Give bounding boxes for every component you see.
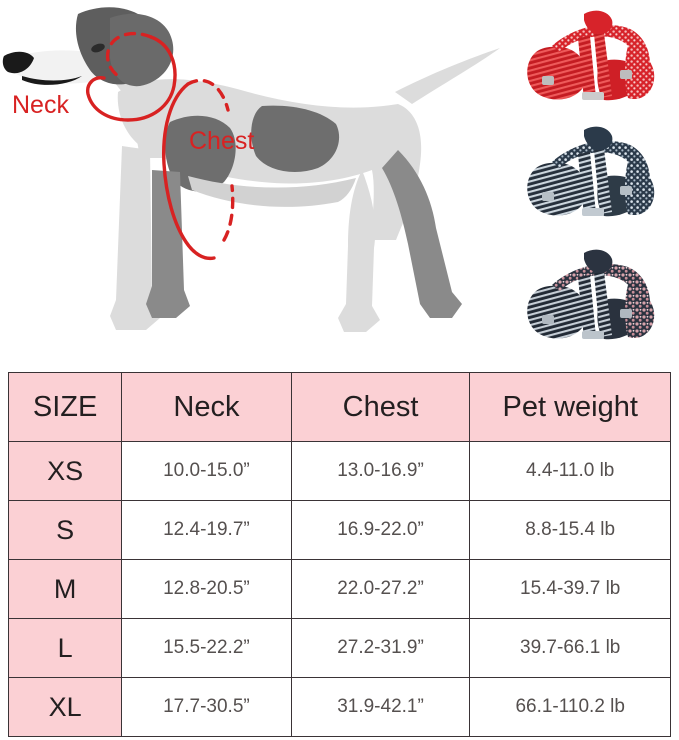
cell-size: XS [7,441,123,501]
product-image-harness-red [516,6,666,118]
cell-weight: 8.8-15.4 lb [469,500,671,560]
cell-neck: 10.0-15.0” [121,441,292,501]
cell-size: L [7,618,123,678]
size-chart-table: SIZE Neck Chest Pet weight XS 10.0-15.0”… [7,372,671,737]
cell-neck: 17.7-30.5” [121,677,292,737]
table-row: L 15.5-22.2” 27.2-31.9” 39.7-66.1 lb [7,618,671,678]
cell-neck: 12.4-19.7” [121,500,292,560]
cell-chest: 22.0-27.2” [290,559,471,619]
cell-weight: 39.7-66.1 lb [469,618,671,678]
table-row: XL 17.7-30.5” 31.9-42.1” 66.1-110.2 lb [7,677,671,737]
cell-chest: 13.0-16.9” [290,441,471,501]
table-row: XS 10.0-15.0” 13.0-16.9” 4.4-11.0 lb [7,441,671,501]
cell-neck: 12.8-20.5” [121,559,292,619]
size-chart-table-container: SIZE Neck Chest Pet weight XS 10.0-15.0”… [0,366,679,740]
cell-chest: 27.2-31.9” [290,618,471,678]
cell-chest: 16.9-22.0” [290,500,471,560]
cell-size: XL [7,677,123,737]
cell-weight: 4.4-11.0 lb [469,441,671,501]
chest-label: Chest [189,127,255,155]
dog-silhouette [0,0,520,366]
product-image-harness-navy [516,122,666,234]
column-header-chest: Chest [290,372,471,442]
table-row: S 12.4-19.7” 16.9-22.0” 8.8-15.4 lb [7,500,671,560]
column-header-size: SIZE [7,372,123,442]
column-header-weight: Pet weight [469,372,671,442]
column-header-neck: Neck [121,372,292,442]
table-row: M 12.8-20.5” 22.0-27.2” 15.4-39.7 lb [7,559,671,619]
cell-weight: 15.4-39.7 lb [469,559,671,619]
cell-neck: 15.5-22.2” [121,618,292,678]
dog-measurement-illustration: Neck Chest [0,0,679,366]
cell-chest: 31.9-42.1” [290,677,471,737]
cell-weight: 66.1-110.2 lb [469,677,671,737]
table-header-row: SIZE Neck Chest Pet weight [7,372,671,442]
neck-label: Neck [12,91,69,119]
product-image-harness-floral [516,245,666,357]
cell-size: M [7,559,123,619]
cell-size: S [7,500,123,560]
